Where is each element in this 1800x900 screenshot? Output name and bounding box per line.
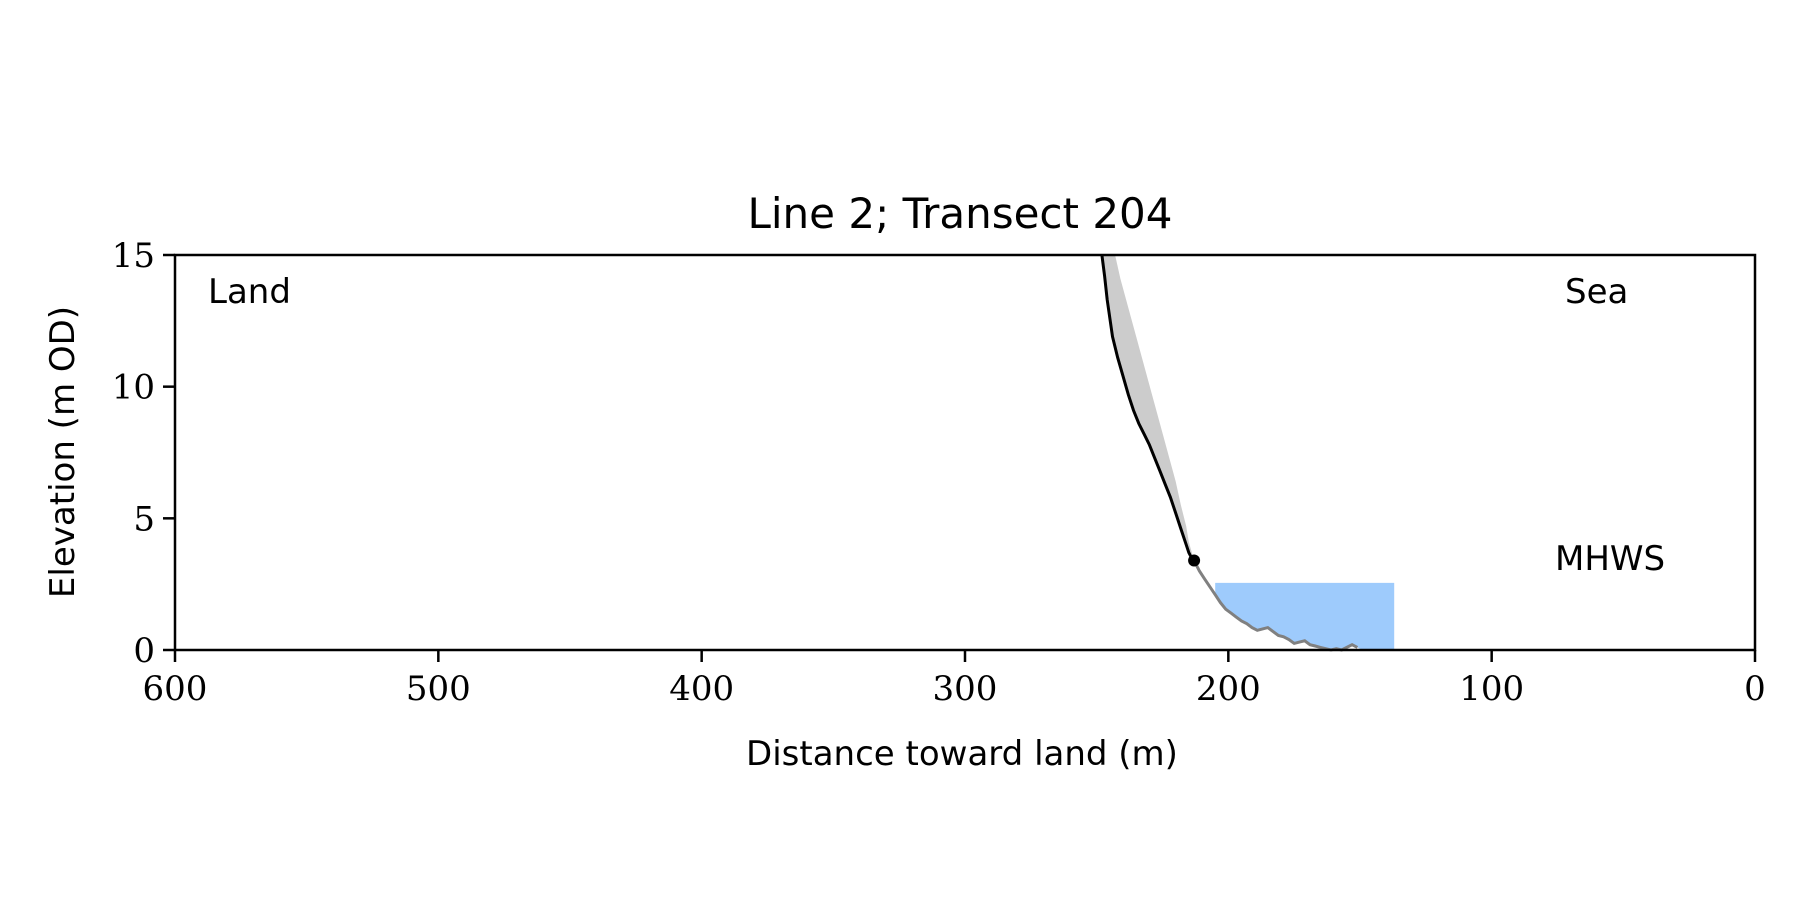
sea-label: Sea: [1565, 272, 1628, 312]
mhws-label: MHWS: [1555, 539, 1665, 579]
x-axis-label: Distance toward land (m): [746, 734, 1178, 774]
x-tick-label: 100: [1459, 669, 1524, 709]
land-label: Land: [208, 272, 291, 312]
y-tick-label: 5: [133, 499, 155, 539]
x-tick-label: 200: [1196, 669, 1261, 709]
y-axis-label: Elevation (m OD): [43, 306, 83, 598]
x-tick-label: 400: [669, 669, 734, 709]
x-axis: 600 500 400 300 200 100 0: [143, 650, 1766, 709]
cliff-toe-point: [1188, 554, 1201, 567]
y-tick-label: 10: [112, 368, 155, 408]
cliff-profile-line: [1100, 254, 1196, 562]
chart-title: Line 2; Transect 204: [747, 189, 1172, 238]
x-tick-label: 300: [933, 669, 998, 709]
y-tick-label: 15: [112, 236, 155, 276]
mhws-water-fill: [1215, 582, 1395, 650]
x-tick-label: 0: [1744, 669, 1766, 709]
y-tick-label: 0: [133, 631, 155, 671]
x-tick-label: 600: [143, 669, 208, 709]
plot-area: [1100, 254, 1395, 652]
cliff-retreat-fill: [1101, 255, 1195, 561]
x-tick-label: 500: [406, 669, 471, 709]
y-axis: 0 5 10 15: [112, 236, 175, 671]
plot-frame: [173, 253, 1757, 652]
